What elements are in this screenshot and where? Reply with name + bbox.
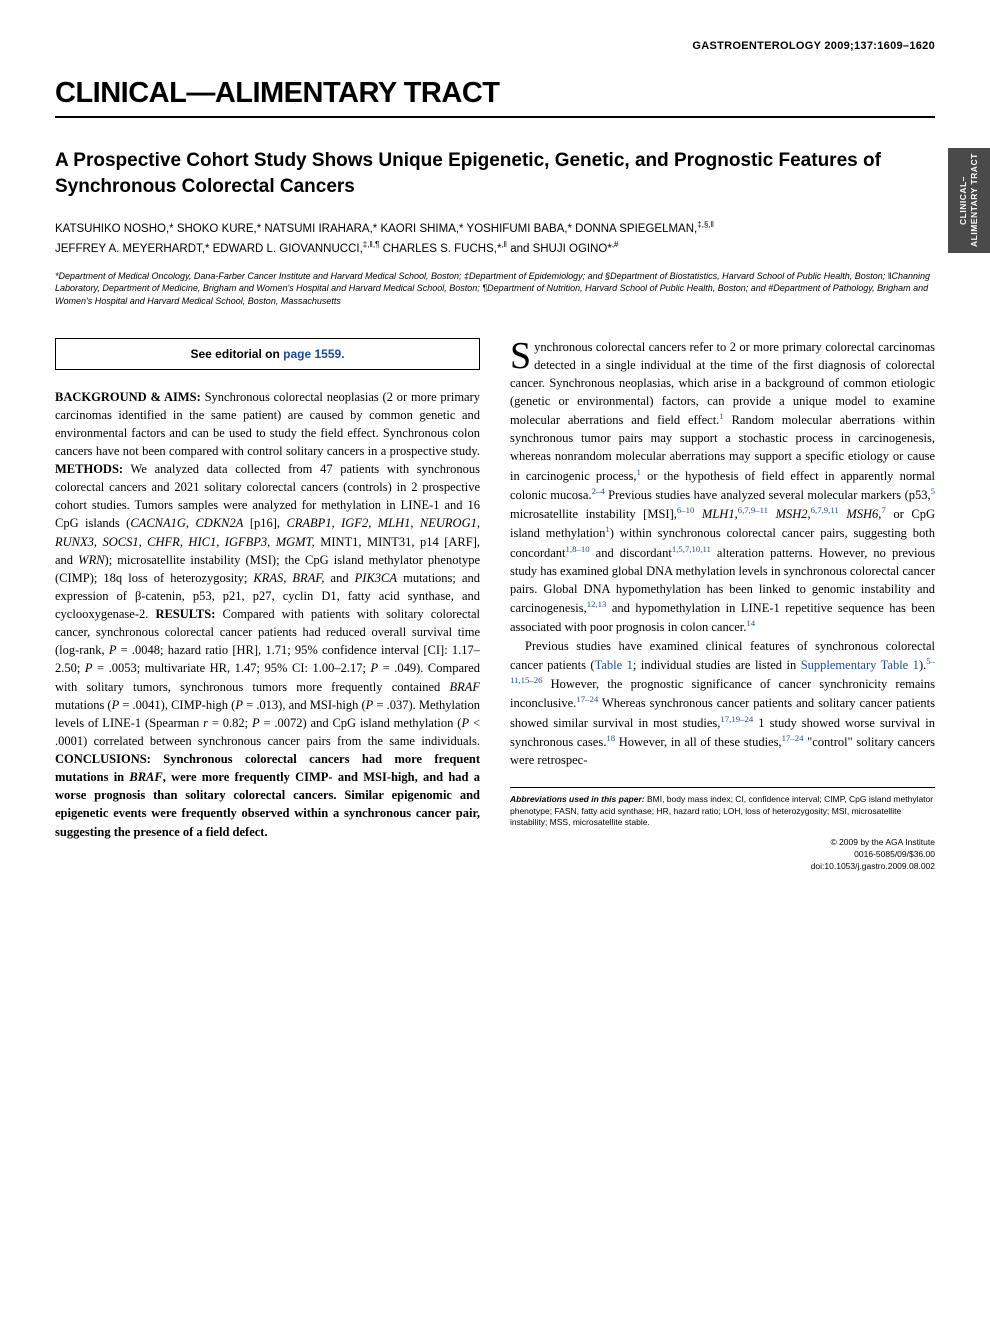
abbreviations-box: Abbreviations used in this paper: BMI, b… — [510, 787, 935, 872]
p1-text11: and discordant — [590, 546, 672, 560]
two-column-layout: See editorial on page 1559. BACKGROUND &… — [55, 338, 935, 873]
p1-mlh1: MLH1 — [694, 507, 734, 521]
results-braf: BRAF — [449, 680, 480, 694]
results-text-5: mutations ( — [55, 698, 112, 712]
ref-p2-5[interactable]: 17–24 — [782, 733, 804, 743]
methods-genes-4: KRAS, BRAF, — [253, 571, 324, 585]
ref-4[interactable]: 5 — [931, 486, 935, 496]
results-p8: P — [461, 716, 469, 730]
copyright-line: © 2009 by the AGA Institute — [510, 837, 935, 849]
supp-table-link[interactable]: Supplementary Table 1 — [801, 658, 919, 672]
methods-heading: METHODS: — [55, 462, 123, 476]
editorial-link[interactable]: page 1559. — [283, 347, 344, 361]
authors-line-2a: JEFFREY A. MEYERHARDT,* EDWARD L. GIOVAN… — [55, 242, 363, 254]
doi-line: doi:10.1053/j.gastro.2009.08.002 — [510, 861, 935, 873]
left-column: See editorial on page 1559. BACKGROUND &… — [55, 338, 480, 873]
section-side-tab: CLINICAL– ALIMENTARY TRACT — [948, 148, 990, 253]
ref-3[interactable]: 2–4 — [592, 486, 605, 496]
results-text-10: = .0072) and CpG island methylation ( — [260, 716, 462, 730]
authors-line-2b: CHARLES S. FUCHS,* — [379, 242, 501, 254]
p1-text4: Previous studies have analyzed several m… — [605, 488, 931, 502]
p1-text5: microsatellite instability [MSI], — [510, 507, 677, 521]
authors-sup-2c: ,# — [612, 240, 619, 249]
results-text-3: = .0053; multivariate HR, 1.47; 95% CI: … — [93, 661, 371, 675]
ref-p2-3[interactable]: 17,19–24 — [720, 714, 753, 724]
ref-6[interactable]: 6,7,9–11 — [738, 505, 768, 515]
methods-genes-1: CACNA1G, CDKN2A — [130, 516, 243, 530]
table-1-link[interactable]: Table 1 — [595, 658, 633, 672]
results-p3: P — [370, 661, 378, 675]
results-text-9: = 0.82; — [208, 716, 252, 730]
issn-line: 0016-5085/09/$36.00 — [510, 849, 935, 861]
results-p5: P — [235, 698, 243, 712]
authors-block: KATSUHIKO NOSHO,* SHOKO KURE,* NATSUMI I… — [55, 219, 935, 257]
journal-reference: GASTROENTEROLOGY 2009;137:1609–1620 — [55, 40, 935, 52]
drop-cap: S — [510, 338, 534, 372]
abstract-block: BACKGROUND & AIMS: Synchronous colorecta… — [55, 388, 480, 841]
section-heading: CLINICAL—ALIMENTARY TRACT — [55, 77, 935, 118]
authors-sup-1: ‡,§,‖ — [697, 220, 714, 229]
ref-11[interactable]: 1,5,7,10,11 — [672, 544, 711, 554]
ref-p2-2[interactable]: 17–24 — [576, 694, 598, 704]
results-p7: P — [252, 716, 260, 730]
results-heading: RESULTS: — [155, 607, 215, 621]
ref-7[interactable]: 6,7,9,11 — [811, 505, 839, 515]
p2-text7: However, in all of these studies, — [615, 735, 782, 749]
body-paragraph-2: Previous studies have examined clinical … — [510, 637, 935, 770]
body-text: Synchronous colorectal cancers refer to … — [510, 338, 935, 770]
ref-13[interactable]: 14 — [746, 618, 755, 628]
methods-genes-3: WRN — [78, 553, 104, 567]
editorial-prefix: See editorial on — [190, 347, 283, 361]
conclusions-braf: BRAF — [129, 770, 162, 784]
authors-line-2c: and SHUJI OGINO* — [507, 242, 612, 254]
results-text-6: = .0041), CIMP-high ( — [119, 698, 235, 712]
ref-p2-4[interactable]: 18 — [606, 733, 615, 743]
editorial-callout: See editorial on page 1559. — [55, 338, 480, 370]
authors-line-1: KATSUHIKO NOSHO,* SHOKO KURE,* NATSUMI I… — [55, 223, 697, 235]
ref-12[interactable]: 12,13 — [587, 599, 607, 609]
results-text-7: = .013), and MSI-high ( — [243, 698, 366, 712]
abbrev-label: Abbreviations used in this paper: — [510, 794, 645, 804]
methods-text-5: and — [324, 571, 354, 585]
methods-text-2: [p16], — [243, 516, 286, 530]
authors-sup-2: ‡,‖,¶ — [363, 240, 380, 249]
background-heading: BACKGROUND & AIMS: — [55, 390, 201, 404]
p1-msh2: MSH2 — [768, 507, 808, 521]
affiliations: *Department of Medical Oncology, Dana-Fa… — [55, 270, 935, 308]
body-paragraph-1: Synchronous colorectal cancers refer to … — [510, 338, 935, 637]
article-title: A Prospective Cohort Study Shows Unique … — [55, 148, 935, 199]
results-p2: P — [85, 661, 93, 675]
right-column: Synchronous colorectal cancers refer to … — [510, 338, 935, 873]
ref-5[interactable]: 6–10 — [677, 505, 695, 515]
p1-msh6: MSH6 — [839, 507, 879, 521]
article-header: CLINICAL– ALIMENTARY TRACT A Prospective… — [55, 148, 935, 308]
copyright-block: © 2009 by the AGA Institute 0016-5085/09… — [510, 837, 935, 873]
ref-10[interactable]: 1,8–10 — [566, 544, 590, 554]
methods-genes-5: PIK3CA — [355, 571, 397, 585]
p2-text2: ; individual studies are listed in — [633, 658, 801, 672]
